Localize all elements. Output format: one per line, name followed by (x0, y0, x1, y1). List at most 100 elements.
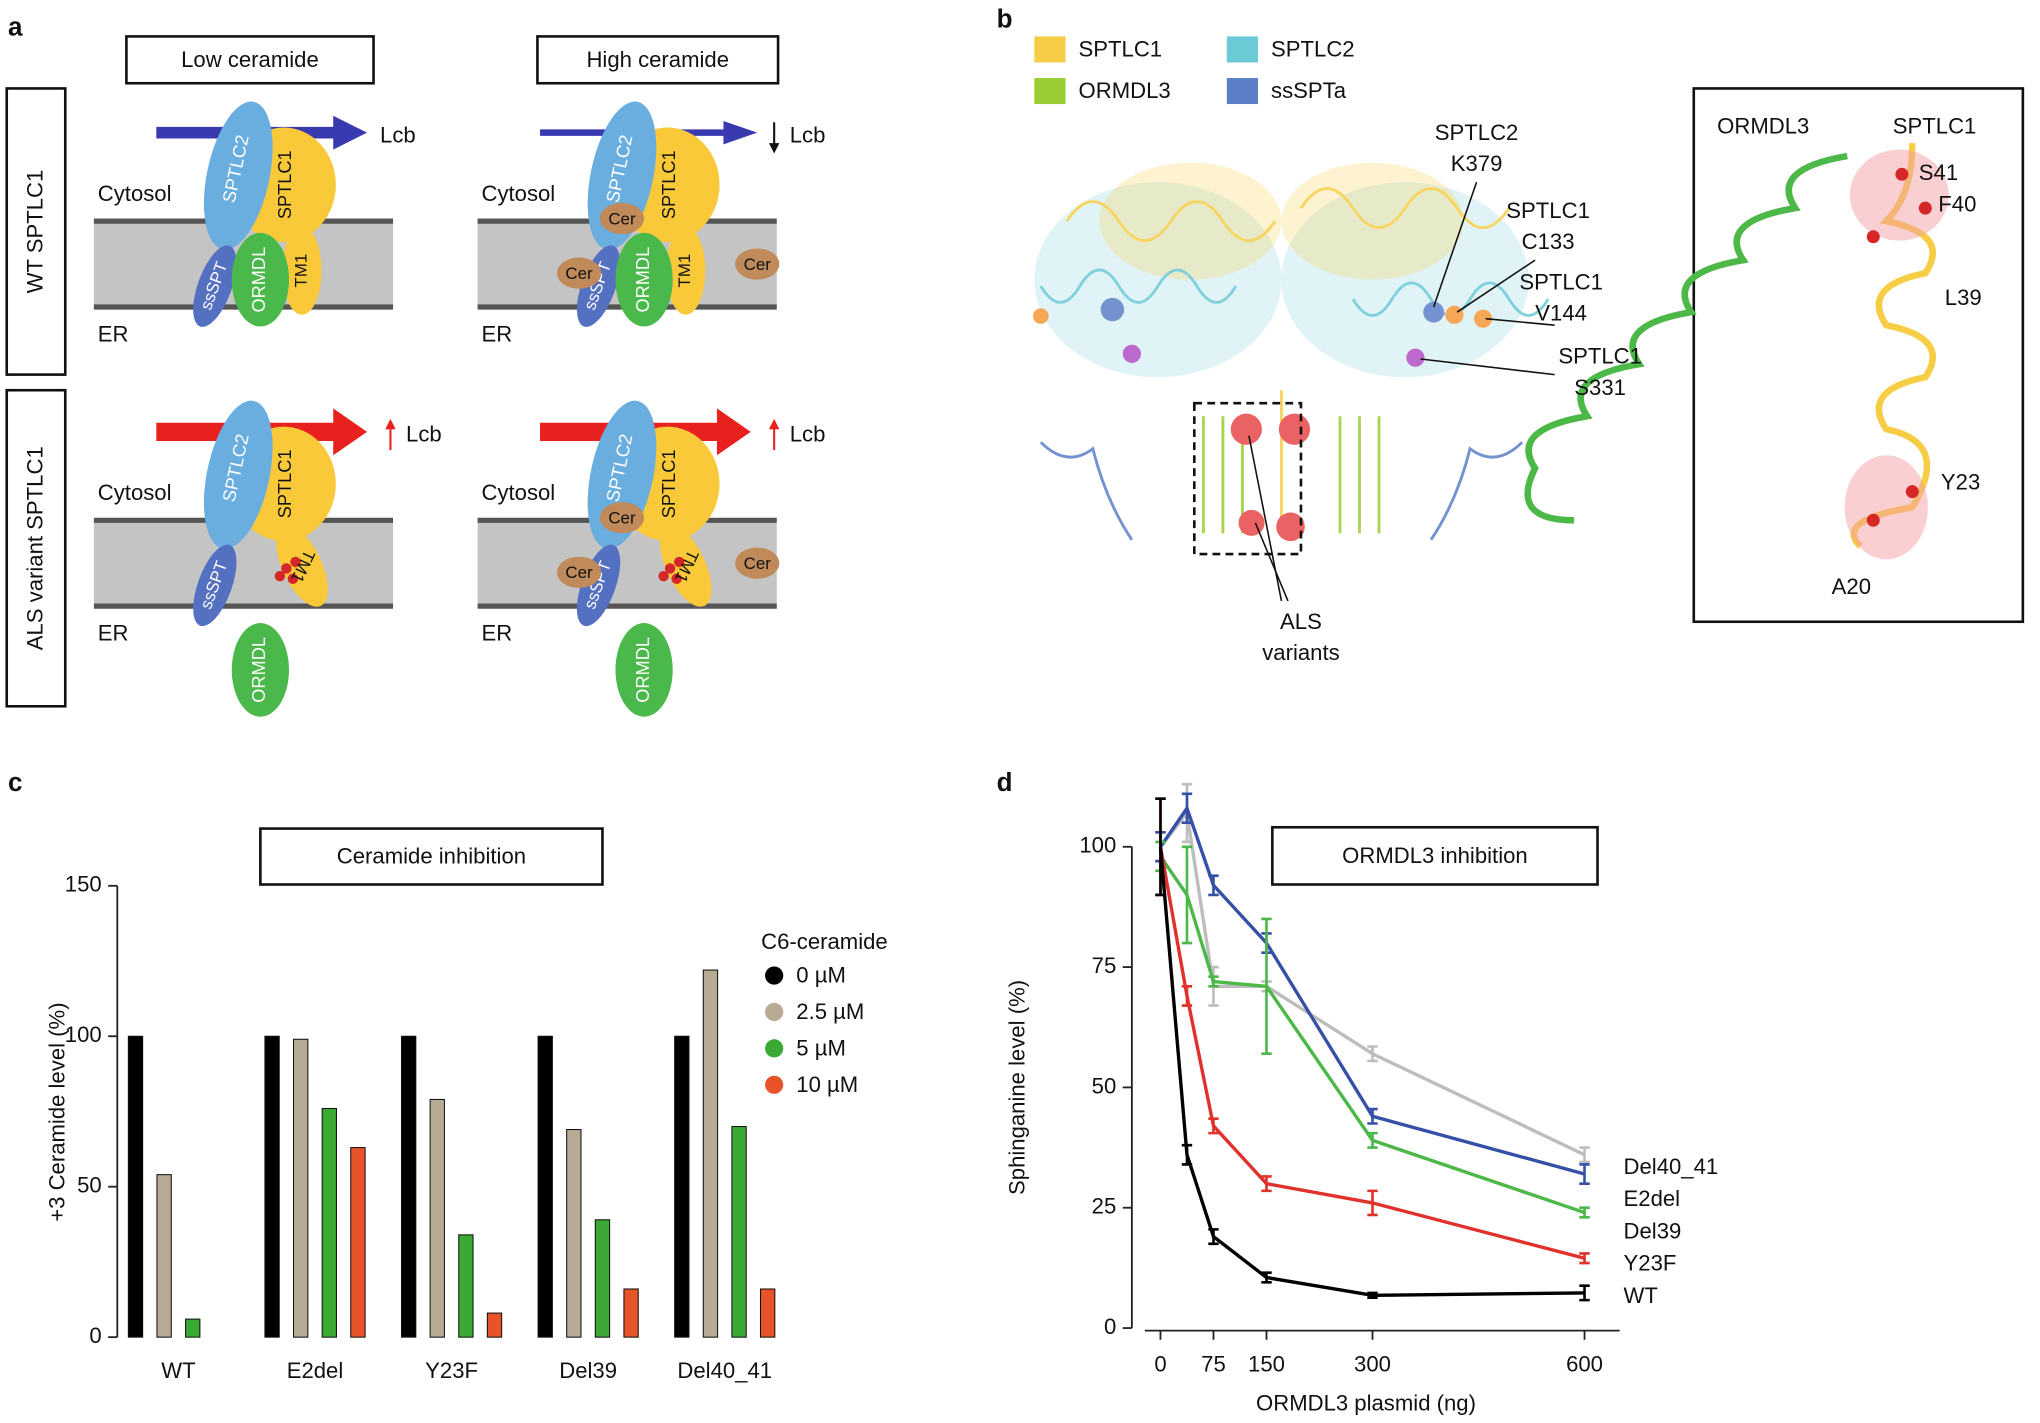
y-tick-label: 50 (77, 1173, 102, 1198)
change-arrow-head (768, 418, 780, 430)
cytosol-label: Cytosol (98, 181, 172, 206)
tm1 (282, 226, 322, 315)
variant-dot (664, 563, 676, 574)
bar (702, 969, 719, 1338)
bar (264, 1035, 280, 1338)
series-label: WT (1624, 1283, 1658, 1308)
lcb-label: Lcb (406, 422, 442, 447)
ceramide-label: Cer (744, 255, 772, 274)
er-label: ER (98, 621, 129, 646)
legend-marker (765, 966, 784, 985)
arrow-head (333, 115, 368, 150)
er-label: ER (98, 321, 129, 346)
ceramide (599, 202, 645, 235)
inset-label: ORMDL3 (1717, 113, 1809, 138)
y-tick-label: 0 (1104, 1314, 1116, 1339)
bar (537, 1035, 553, 1338)
ceramide-label: Cer (608, 209, 636, 228)
legend-label: SPTLC2 (1271, 37, 1355, 62)
error-bar (1181, 1143, 1193, 1166)
bar (458, 1234, 474, 1338)
ceramide-label: Cer (565, 264, 593, 283)
ormdl (615, 623, 673, 717)
legend-label: ORMDL3 (1079, 78, 1171, 103)
annotation: SPTLC2 (1435, 120, 1519, 145)
legend-swatch (1226, 78, 1259, 105)
row-header: ALS variant SPTLC1 (22, 446, 47, 650)
annotation: SPTLC1 (1506, 198, 1590, 223)
ceramide (599, 502, 645, 534)
inset-label: F40 (1938, 191, 1976, 216)
error-bar (1579, 1146, 1590, 1164)
error-bar (1367, 1107, 1378, 1125)
tm1 (666, 226, 706, 315)
header-box (536, 35, 780, 85)
change-arrow-head (768, 143, 780, 154)
variant-dot (281, 563, 292, 574)
lcb-label: Lcb (790, 122, 826, 147)
title-box (259, 827, 604, 886)
label: SPTLC1 (659, 449, 679, 518)
cytosol-label: Cytosol (98, 480, 172, 505)
x-tick-label: Del40_41 (677, 1358, 772, 1383)
label: SPTLC1 (659, 150, 679, 219)
annotation: SPTLC1 (1519, 269, 1603, 294)
chart-title: Ceramide inhibition (337, 844, 526, 869)
error-bar (1261, 1175, 1272, 1193)
legend-label: SPTLC1 (1079, 37, 1163, 62)
lcb-label: Lcb (790, 422, 826, 447)
legend-label: 10 µM (796, 1072, 858, 1097)
label: SPTLC1 (275, 150, 295, 219)
sptlc2 (203, 400, 273, 549)
series-label: Y23F (1624, 1251, 1677, 1276)
tm1 (659, 524, 712, 607)
x-tick-label: 300 (1354, 1352, 1391, 1377)
legend-swatch (1226, 36, 1259, 63)
ormdl (231, 232, 289, 327)
change-arrow-head (385, 418, 396, 430)
cytosol-label: Cytosol (481, 181, 555, 206)
error-bar (1155, 797, 1166, 897)
legend-marker (765, 1039, 784, 1058)
error-bar (1181, 845, 1193, 945)
bar (127, 1035, 144, 1338)
inset-structure (1524, 143, 1949, 560)
label: ORMDL (249, 247, 269, 313)
annotation: K379 (1451, 151, 1503, 176)
bar (400, 1035, 417, 1338)
bar (623, 1288, 639, 1338)
bar (156, 1174, 172, 1338)
y-tick-label: 50 (1092, 1073, 1117, 1098)
title-box (1271, 825, 1599, 886)
bar (731, 1125, 747, 1338)
annotation: C133 (1522, 229, 1575, 254)
bar (594, 1219, 611, 1338)
ceramide (556, 556, 602, 588)
bar (674, 1035, 690, 1338)
bar (429, 1098, 445, 1338)
label: TM1 (675, 254, 694, 288)
y-axis-label: Sphinganine level (%) (1005, 980, 1030, 1195)
legend-swatch (1034, 78, 1066, 105)
legend-label: 2.5 µM (796, 999, 864, 1024)
annotation: SPTLC1 (1558, 344, 1642, 369)
x-tick-label: 600 (1566, 1352, 1603, 1377)
header-box (5, 87, 67, 376)
error-bar (1261, 1271, 1272, 1284)
ssspt (193, 544, 237, 627)
y-tick-label: 100 (65, 1022, 102, 1047)
error-bar (1367, 1291, 1378, 1300)
legend-label: ssSPTa (1271, 78, 1347, 103)
er-label: ER (481, 621, 512, 646)
er-label: ER (481, 321, 512, 346)
bar (293, 1038, 309, 1338)
error-bar (1367, 1189, 1378, 1217)
panel-letter: a (8, 11, 23, 41)
leader-lines (1248, 181, 1555, 602)
x-tick-label: 0 (1154, 1352, 1166, 1377)
legend-marker (765, 1075, 784, 1094)
variant-dot (658, 571, 669, 582)
ceramide (556, 257, 602, 289)
label: ORMDL (633, 247, 653, 313)
ssspt (576, 245, 621, 327)
